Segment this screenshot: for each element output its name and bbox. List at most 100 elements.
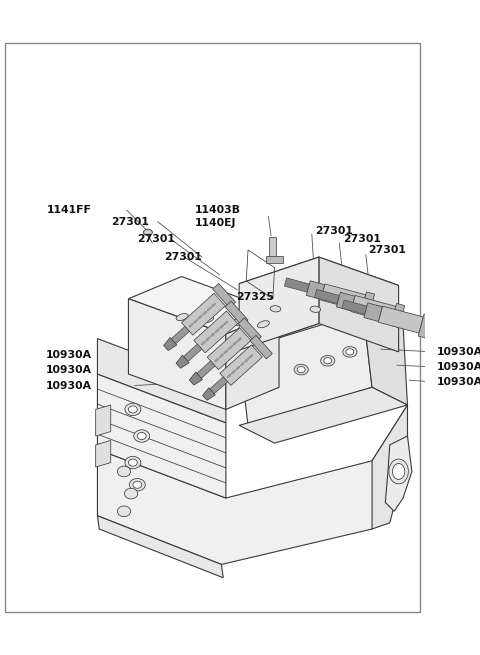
Polygon shape — [213, 284, 236, 308]
Polygon shape — [96, 405, 111, 436]
Ellipse shape — [324, 358, 332, 364]
Polygon shape — [176, 355, 189, 368]
Ellipse shape — [310, 306, 321, 312]
Polygon shape — [239, 312, 372, 425]
Ellipse shape — [134, 430, 150, 442]
Ellipse shape — [118, 466, 131, 477]
Polygon shape — [203, 388, 216, 400]
Ellipse shape — [224, 350, 228, 354]
Ellipse shape — [211, 333, 215, 337]
Ellipse shape — [215, 358, 219, 362]
Polygon shape — [391, 303, 405, 328]
Polygon shape — [97, 339, 226, 422]
Ellipse shape — [233, 342, 237, 345]
Ellipse shape — [202, 316, 214, 323]
Ellipse shape — [389, 459, 408, 484]
Text: 10930A: 10930A — [46, 365, 92, 375]
Text: 27301: 27301 — [343, 234, 381, 244]
Ellipse shape — [257, 321, 269, 328]
Ellipse shape — [203, 311, 207, 315]
Text: 1141FF: 1141FF — [47, 205, 92, 215]
Polygon shape — [226, 312, 279, 409]
Text: 10930A: 10930A — [437, 362, 480, 372]
Ellipse shape — [220, 325, 224, 329]
Polygon shape — [360, 292, 374, 316]
Polygon shape — [197, 361, 215, 379]
Polygon shape — [181, 293, 225, 335]
Polygon shape — [220, 345, 263, 385]
Ellipse shape — [227, 374, 231, 378]
Polygon shape — [385, 436, 412, 512]
Ellipse shape — [189, 324, 193, 328]
Ellipse shape — [240, 362, 244, 365]
Ellipse shape — [228, 346, 232, 349]
Polygon shape — [226, 312, 319, 350]
Text: 10930A: 10930A — [46, 350, 92, 360]
Polygon shape — [239, 257, 319, 350]
Ellipse shape — [245, 358, 249, 362]
Polygon shape — [306, 281, 325, 299]
Text: 11403B: 11403B — [195, 205, 241, 215]
Text: 27325: 27325 — [236, 292, 274, 302]
Polygon shape — [164, 337, 177, 350]
Ellipse shape — [207, 307, 211, 310]
Polygon shape — [250, 335, 272, 359]
Ellipse shape — [393, 464, 405, 479]
Ellipse shape — [232, 318, 244, 326]
Polygon shape — [129, 276, 279, 334]
Ellipse shape — [232, 370, 235, 374]
Ellipse shape — [321, 356, 335, 366]
Text: 27301: 27301 — [137, 234, 175, 244]
Ellipse shape — [224, 321, 228, 325]
Text: 10930A: 10930A — [46, 381, 92, 390]
Ellipse shape — [297, 367, 305, 373]
Ellipse shape — [236, 366, 240, 370]
Ellipse shape — [343, 346, 357, 357]
Ellipse shape — [202, 341, 205, 345]
Text: 27301: 27301 — [164, 252, 202, 262]
Polygon shape — [239, 257, 398, 312]
Polygon shape — [363, 312, 408, 405]
Ellipse shape — [193, 320, 198, 323]
Ellipse shape — [198, 315, 202, 319]
Ellipse shape — [212, 303, 216, 307]
Polygon shape — [171, 326, 190, 344]
Polygon shape — [285, 278, 309, 292]
Polygon shape — [194, 311, 238, 353]
Polygon shape — [378, 306, 423, 333]
Text: 27301: 27301 — [111, 217, 149, 227]
Polygon shape — [239, 387, 408, 443]
Polygon shape — [129, 299, 226, 409]
Ellipse shape — [176, 314, 188, 320]
Text: 10930A: 10930A — [437, 347, 480, 357]
Ellipse shape — [144, 229, 152, 235]
Ellipse shape — [118, 506, 131, 517]
Polygon shape — [319, 257, 398, 352]
Polygon shape — [418, 314, 432, 338]
Polygon shape — [372, 405, 408, 529]
Polygon shape — [97, 515, 223, 578]
Ellipse shape — [137, 432, 146, 440]
Polygon shape — [210, 377, 228, 394]
Polygon shape — [96, 440, 111, 467]
Polygon shape — [97, 374, 226, 498]
Ellipse shape — [215, 329, 219, 333]
Polygon shape — [97, 405, 408, 565]
Ellipse shape — [353, 307, 364, 313]
Polygon shape — [314, 290, 339, 304]
Ellipse shape — [219, 354, 223, 358]
Ellipse shape — [294, 364, 308, 375]
Polygon shape — [364, 303, 383, 322]
Polygon shape — [225, 301, 248, 326]
Ellipse shape — [129, 479, 145, 491]
Text: 10930A: 10930A — [437, 377, 480, 387]
Polygon shape — [266, 256, 284, 263]
Polygon shape — [342, 300, 367, 314]
Ellipse shape — [129, 406, 137, 413]
Polygon shape — [336, 292, 355, 311]
Ellipse shape — [237, 338, 241, 341]
Ellipse shape — [124, 488, 138, 499]
Polygon shape — [321, 284, 366, 311]
Polygon shape — [183, 344, 202, 362]
Polygon shape — [351, 295, 396, 322]
